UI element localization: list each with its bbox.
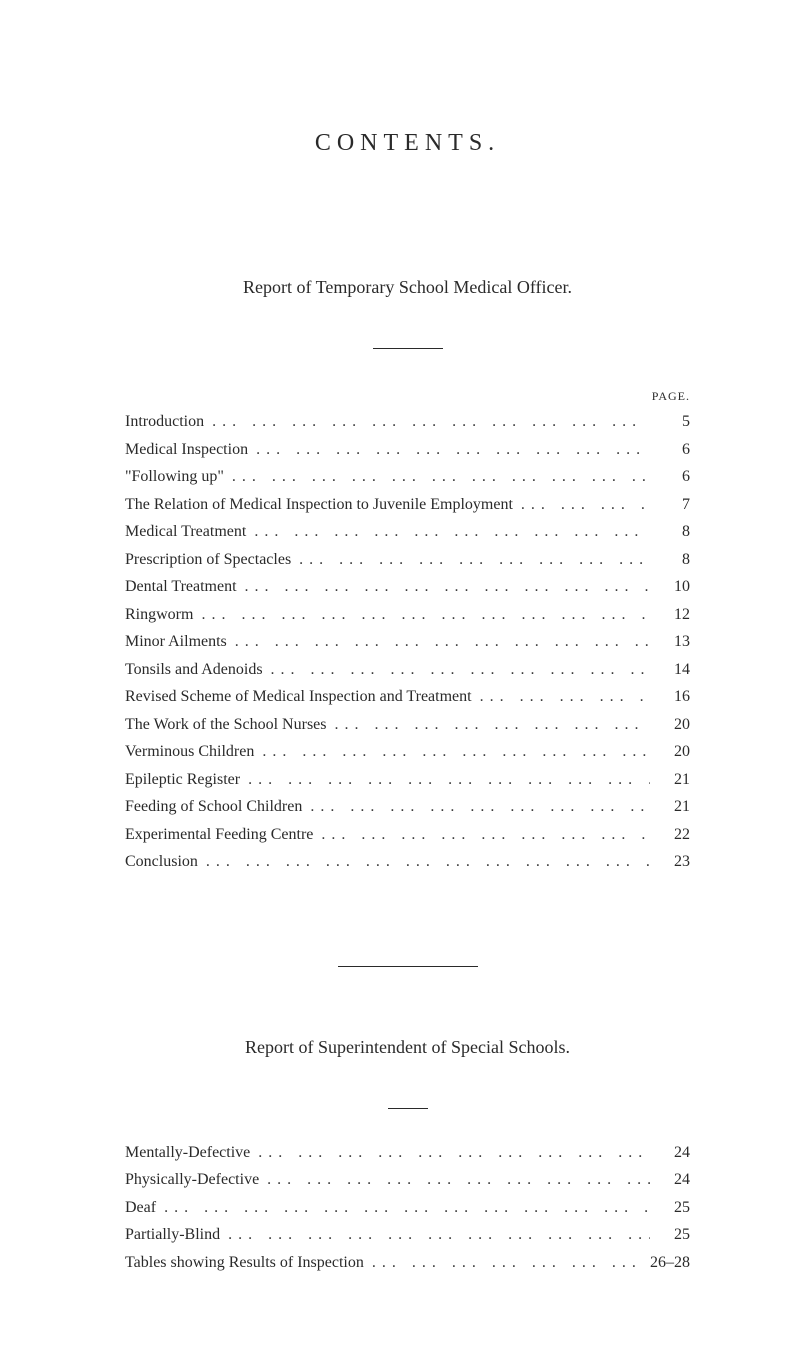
toc-label: Introduction xyxy=(125,408,204,436)
toc-row: Verminous Children 20 xyxy=(125,738,690,766)
toc-dots xyxy=(248,436,650,464)
toc-dots xyxy=(263,656,650,684)
toc-label: Ringworm xyxy=(125,601,193,629)
toc-page: 8 xyxy=(650,518,690,546)
toc-row: The Work of the School Nurses 20 xyxy=(125,711,690,739)
toc-label: Verminous Children xyxy=(125,738,254,766)
toc-row: Deaf 25 xyxy=(125,1194,690,1222)
toc-page: 22 xyxy=(650,821,690,849)
toc-dots xyxy=(240,766,650,794)
toc-page: 16 xyxy=(650,683,690,711)
toc-dots xyxy=(302,793,650,821)
toc-dots xyxy=(237,573,650,601)
toc-row: Revised Scheme of Medical Inspection and… xyxy=(125,683,690,711)
toc-label: Prescription of Spectacles xyxy=(125,546,291,574)
toc-row: Mentally-Defective 24 xyxy=(125,1139,690,1167)
toc-row: Physically-Defective 24 xyxy=(125,1166,690,1194)
toc-label: Mentally-Defective xyxy=(125,1139,250,1167)
toc-page: 24 xyxy=(650,1166,690,1194)
toc-row: Prescription of Spectacles 8 xyxy=(125,546,690,574)
toc-page: 13 xyxy=(650,628,690,656)
toc-label: Tables showing Results of Inspection xyxy=(125,1249,364,1277)
toc-page: 20 xyxy=(650,711,690,739)
toc-dots xyxy=(291,546,650,574)
toc-dots xyxy=(364,1249,650,1277)
section-2-rule xyxy=(388,1108,428,1109)
toc-label: Experimental Feeding Centre xyxy=(125,821,313,849)
toc-list-1: Introduction 5 Medical Inspection 6 "Fol… xyxy=(125,408,690,876)
toc-label: Epileptic Register xyxy=(125,766,240,794)
toc-label: "Following up" xyxy=(125,463,224,491)
toc-row: Tonsils and Adenoids 14 xyxy=(125,656,690,684)
page-title: CONTENTS. xyxy=(125,130,690,157)
toc-label: Revised Scheme of Medical Inspection and… xyxy=(125,683,472,711)
toc-row: Medical Treatment 8 xyxy=(125,518,690,546)
toc-dots xyxy=(204,408,650,436)
toc-row: Experimental Feeding Centre 22 xyxy=(125,821,690,849)
toc-dots xyxy=(246,518,650,546)
toc-dots xyxy=(259,1166,650,1194)
toc-page: 25 xyxy=(650,1194,690,1222)
page-label: PAGE. xyxy=(125,389,690,404)
toc-row: Conclusion 23 xyxy=(125,848,690,876)
toc-page: 21 xyxy=(650,793,690,821)
toc-row: Tables showing Results of Inspection 26–… xyxy=(125,1249,690,1277)
toc-dots xyxy=(250,1139,650,1167)
toc-page: 20 xyxy=(650,738,690,766)
toc-page: 21 xyxy=(650,766,690,794)
toc-label: Tonsils and Adenoids xyxy=(125,656,263,684)
toc-page: 24 xyxy=(650,1139,690,1167)
toc-row: Minor Ailments 13 xyxy=(125,628,690,656)
section-divider xyxy=(338,966,478,967)
toc-row: The Relation of Medical Inspection to Ju… xyxy=(125,491,690,519)
toc-dots xyxy=(220,1221,650,1249)
toc-label: Conclusion xyxy=(125,848,198,876)
section-1-rule xyxy=(373,348,443,349)
toc-page: 5 xyxy=(650,408,690,436)
toc-label: The Work of the School Nurses xyxy=(125,711,327,739)
toc-row: Ringworm 12 xyxy=(125,601,690,629)
toc-label: Deaf xyxy=(125,1194,156,1222)
toc-row: Epileptic Register 21 xyxy=(125,766,690,794)
toc-page: 12 xyxy=(650,601,690,629)
toc-page: 7 xyxy=(650,491,690,519)
toc-label: Partially-Blind xyxy=(125,1221,220,1249)
toc-label: Dental Treatment xyxy=(125,573,237,601)
toc-dots xyxy=(224,463,650,491)
toc-dots xyxy=(193,601,650,629)
toc-label: Physically-Defective xyxy=(125,1166,259,1194)
toc-page: 26–28 xyxy=(650,1249,690,1277)
toc-dots xyxy=(313,821,650,849)
toc-label: Feeding of School Children xyxy=(125,793,302,821)
toc-page: 10 xyxy=(650,573,690,601)
toc-dots xyxy=(254,738,650,766)
toc-page: 14 xyxy=(650,656,690,684)
toc-row: Medical Inspection 6 xyxy=(125,436,690,464)
toc-list-2: Mentally-Defective 24 Physically-Defecti… xyxy=(125,1139,690,1277)
toc-row: Introduction 5 xyxy=(125,408,690,436)
toc-row: Feeding of School Children 21 xyxy=(125,793,690,821)
toc-label: Medical Inspection xyxy=(125,436,248,464)
toc-label: Medical Treatment xyxy=(125,518,246,546)
toc-dots xyxy=(198,848,650,876)
toc-page: 25 xyxy=(650,1221,690,1249)
toc-dots xyxy=(327,711,651,739)
toc-dots xyxy=(156,1194,650,1222)
toc-row: Dental Treatment 10 xyxy=(125,573,690,601)
section-2-heading: Report of Superintendent of Special Scho… xyxy=(125,1037,690,1058)
toc-page: 6 xyxy=(650,463,690,491)
toc-page: 6 xyxy=(650,436,690,464)
toc-dots xyxy=(227,628,650,656)
toc-label: The Relation of Medical Inspection to Ju… xyxy=(125,491,513,519)
section-1-heading: Report of Temporary School Medical Offic… xyxy=(125,277,690,298)
toc-row: Partially-Blind 25 xyxy=(125,1221,690,1249)
toc-page: 23 xyxy=(650,848,690,876)
toc-page: 8 xyxy=(650,546,690,574)
toc-dots xyxy=(472,683,650,711)
toc-dots xyxy=(513,491,650,519)
toc-label: Minor Ailments xyxy=(125,628,227,656)
toc-row: "Following up" 6 xyxy=(125,463,690,491)
